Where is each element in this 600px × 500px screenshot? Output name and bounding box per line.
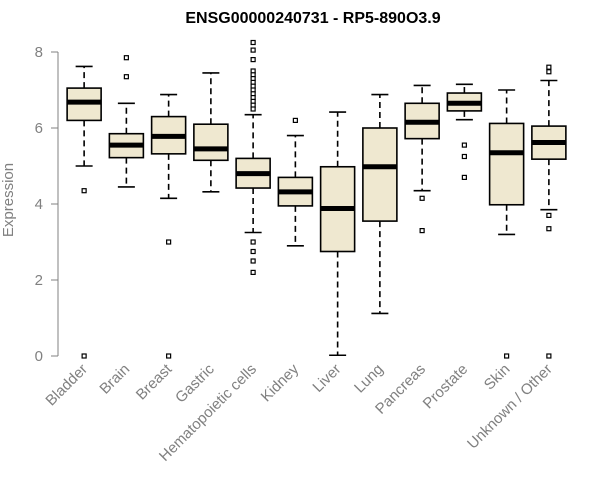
- boxes-group: [66, 39, 567, 359]
- outlier-point: [504, 353, 510, 359]
- outlier-point: [546, 64, 552, 70]
- outlier-point: [546, 226, 552, 232]
- box-unknown-other: [531, 64, 567, 359]
- y-tick-label-2: 2: [35, 272, 43, 289]
- box-pancreas: [404, 84, 440, 234]
- outlier-point: [419, 195, 425, 201]
- box-lung: [362, 93, 398, 315]
- y-axis: 0 2 4 6 8: [35, 44, 59, 365]
- outlier-point: [250, 269, 256, 275]
- box-breast: [150, 93, 187, 359]
- x-tick-label-skin: Skin: [481, 361, 514, 394]
- y-tick-label-0: 0: [35, 348, 43, 365]
- outlier-point: [81, 188, 87, 194]
- x-tick-label-breast: Breast: [133, 360, 176, 403]
- box-gastric: [193, 72, 229, 193]
- outlier-point: [123, 74, 129, 80]
- outlier-point: [546, 69, 552, 75]
- x-tick-label-bladder: Bladder: [42, 361, 91, 410]
- box-hematopoietic-cells: [235, 39, 271, 275]
- box-liver: [319, 111, 356, 357]
- y-tick-label-8: 8: [35, 44, 43, 61]
- x-tick-label-liver: Liver: [309, 361, 344, 396]
- box-bladder: [66, 65, 102, 359]
- x-tick-label-prostate: Prostate: [420, 361, 472, 413]
- y-tick-label-6: 6: [35, 120, 43, 137]
- box-prostate: [446, 83, 483, 180]
- box-brain: [108, 55, 145, 188]
- outlier-point: [250, 258, 256, 264]
- x-tick-label-brain: Brain: [96, 361, 133, 398]
- outlier-point: [250, 239, 256, 245]
- outlier-point: [250, 56, 256, 63]
- iqr-box: [193, 123, 229, 162]
- outlier-point: [461, 153, 467, 160]
- iqr-box: [362, 127, 398, 222]
- outlier-point: [546, 212, 552, 218]
- x-tick-label-lung: Lung: [351, 361, 387, 397]
- iqr-box: [488, 122, 525, 206]
- outlier-point: [250, 248, 256, 255]
- y-tick-label-4: 4: [35, 196, 43, 213]
- outlier-point: [546, 353, 552, 359]
- chart-title: ENSG00000240731 - RP5-890O3.9: [185, 10, 440, 27]
- outlier-point: [461, 142, 467, 148]
- outlier-point: [81, 353, 87, 359]
- outlier-point: [250, 39, 256, 46]
- outlier-point: [419, 228, 425, 234]
- outlier-point: [250, 106, 256, 112]
- outlier-point: [250, 47, 256, 53]
- outlier-point: [166, 353, 172, 359]
- y-axis-label: Expression: [0, 163, 17, 237]
- outlier-point: [461, 174, 467, 180]
- outlier-point: [292, 117, 298, 124]
- box-kidney: [277, 117, 314, 247]
- outlier-point: [123, 55, 129, 61]
- outlier-point: [166, 239, 172, 245]
- x-tick-label-kidney: Kidney: [258, 360, 303, 405]
- box-skin: [488, 89, 525, 359]
